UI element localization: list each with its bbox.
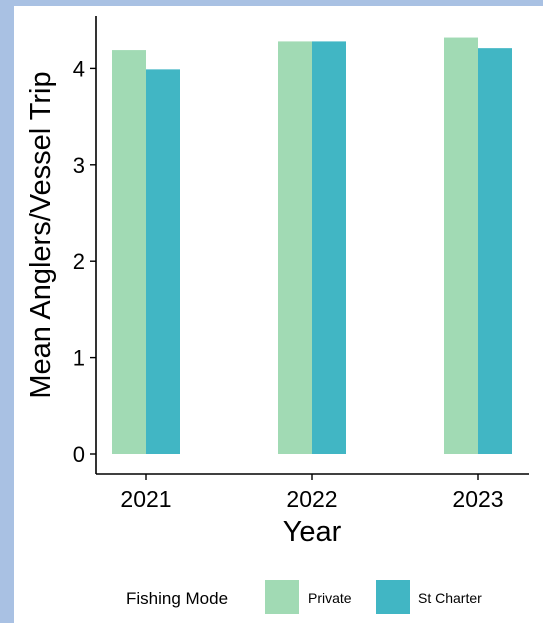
bar-private-2022	[278, 41, 312, 455]
bar-chart: 0 1 2 3 4 2021 2022 2023 Mean Anglers/Vessel T…	[25, 16, 529, 614]
bar-private-2023	[444, 37, 478, 454]
bar-st-charter-2023	[478, 48, 512, 454]
legend-key-private	[265, 580, 299, 614]
y-tick-label-4: 4	[73, 56, 85, 81]
y-tick-label-0: 0	[73, 442, 85, 467]
y-tick-label-1: 1	[73, 346, 85, 371]
x-tick-label-2022: 2022	[286, 486, 337, 512]
y-axis-label: Mean Anglers/Vessel Trip	[25, 71, 57, 398]
bar-st-charter-2022	[312, 41, 346, 455]
legend-title: Fishing Mode	[126, 589, 228, 608]
y-tick-label-3: 3	[73, 153, 85, 178]
bars-group	[112, 37, 512, 455]
chart-panel: 0 1 2 3 4 2021 2022 2023 Mean Anglers/Vessel T…	[14, 6, 543, 623]
x-tick-label-2021: 2021	[120, 486, 171, 512]
x-tick-label-2023: 2023	[452, 486, 503, 512]
legend-items: Private St Charter	[265, 580, 482, 614]
y-tick-label-2: 2	[73, 249, 85, 274]
bar-private-2021	[112, 50, 146, 455]
x-axis-label: Year	[283, 516, 342, 548]
legend-key-st-charter	[376, 580, 410, 614]
legend-label-st-charter: St Charter	[418, 590, 482, 606]
x-axis-ticks: 2021 2022 2023	[120, 474, 504, 512]
legend-label-private: Private	[308, 590, 352, 606]
legend: Fishing Mode Private St Charter	[126, 580, 482, 614]
bar-st-charter-2021	[146, 69, 180, 454]
y-axis-ticks: 0 1 2 3 4	[73, 56, 96, 467]
